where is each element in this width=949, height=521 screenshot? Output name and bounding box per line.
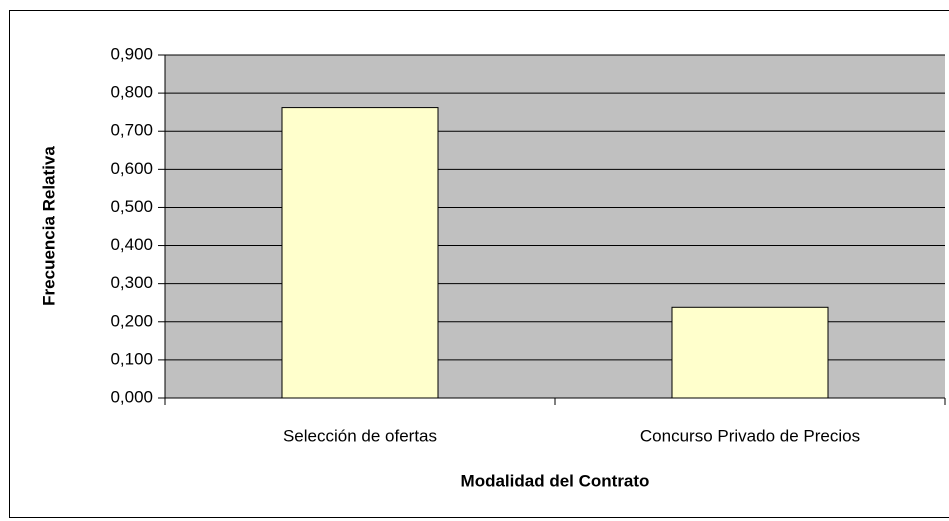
y-tick-label: 0,600 xyxy=(110,159,153,178)
y-tick-label: 0,000 xyxy=(110,387,153,406)
y-tick-label: 0,300 xyxy=(110,273,153,292)
y-tick-label: 0,700 xyxy=(110,121,153,140)
y-tick-label: 0,800 xyxy=(110,83,153,102)
y-tick-label: 0,500 xyxy=(110,197,153,216)
bar xyxy=(281,107,439,399)
y-axis-title: Frecuencia Relativa xyxy=(39,146,58,306)
bar xyxy=(671,306,829,399)
x-axis-title: Modalidad del Contrato xyxy=(461,471,650,490)
y-tick-label: 0,400 xyxy=(110,235,153,254)
x-tick-label: Selección de ofertas xyxy=(283,426,437,445)
y-tick-label: 0,100 xyxy=(110,349,153,368)
y-tick-label: 0,200 xyxy=(110,311,153,330)
y-tick-label: 0,900 xyxy=(110,44,153,63)
x-tick-label: Concurso Privado de Precios xyxy=(640,426,860,445)
